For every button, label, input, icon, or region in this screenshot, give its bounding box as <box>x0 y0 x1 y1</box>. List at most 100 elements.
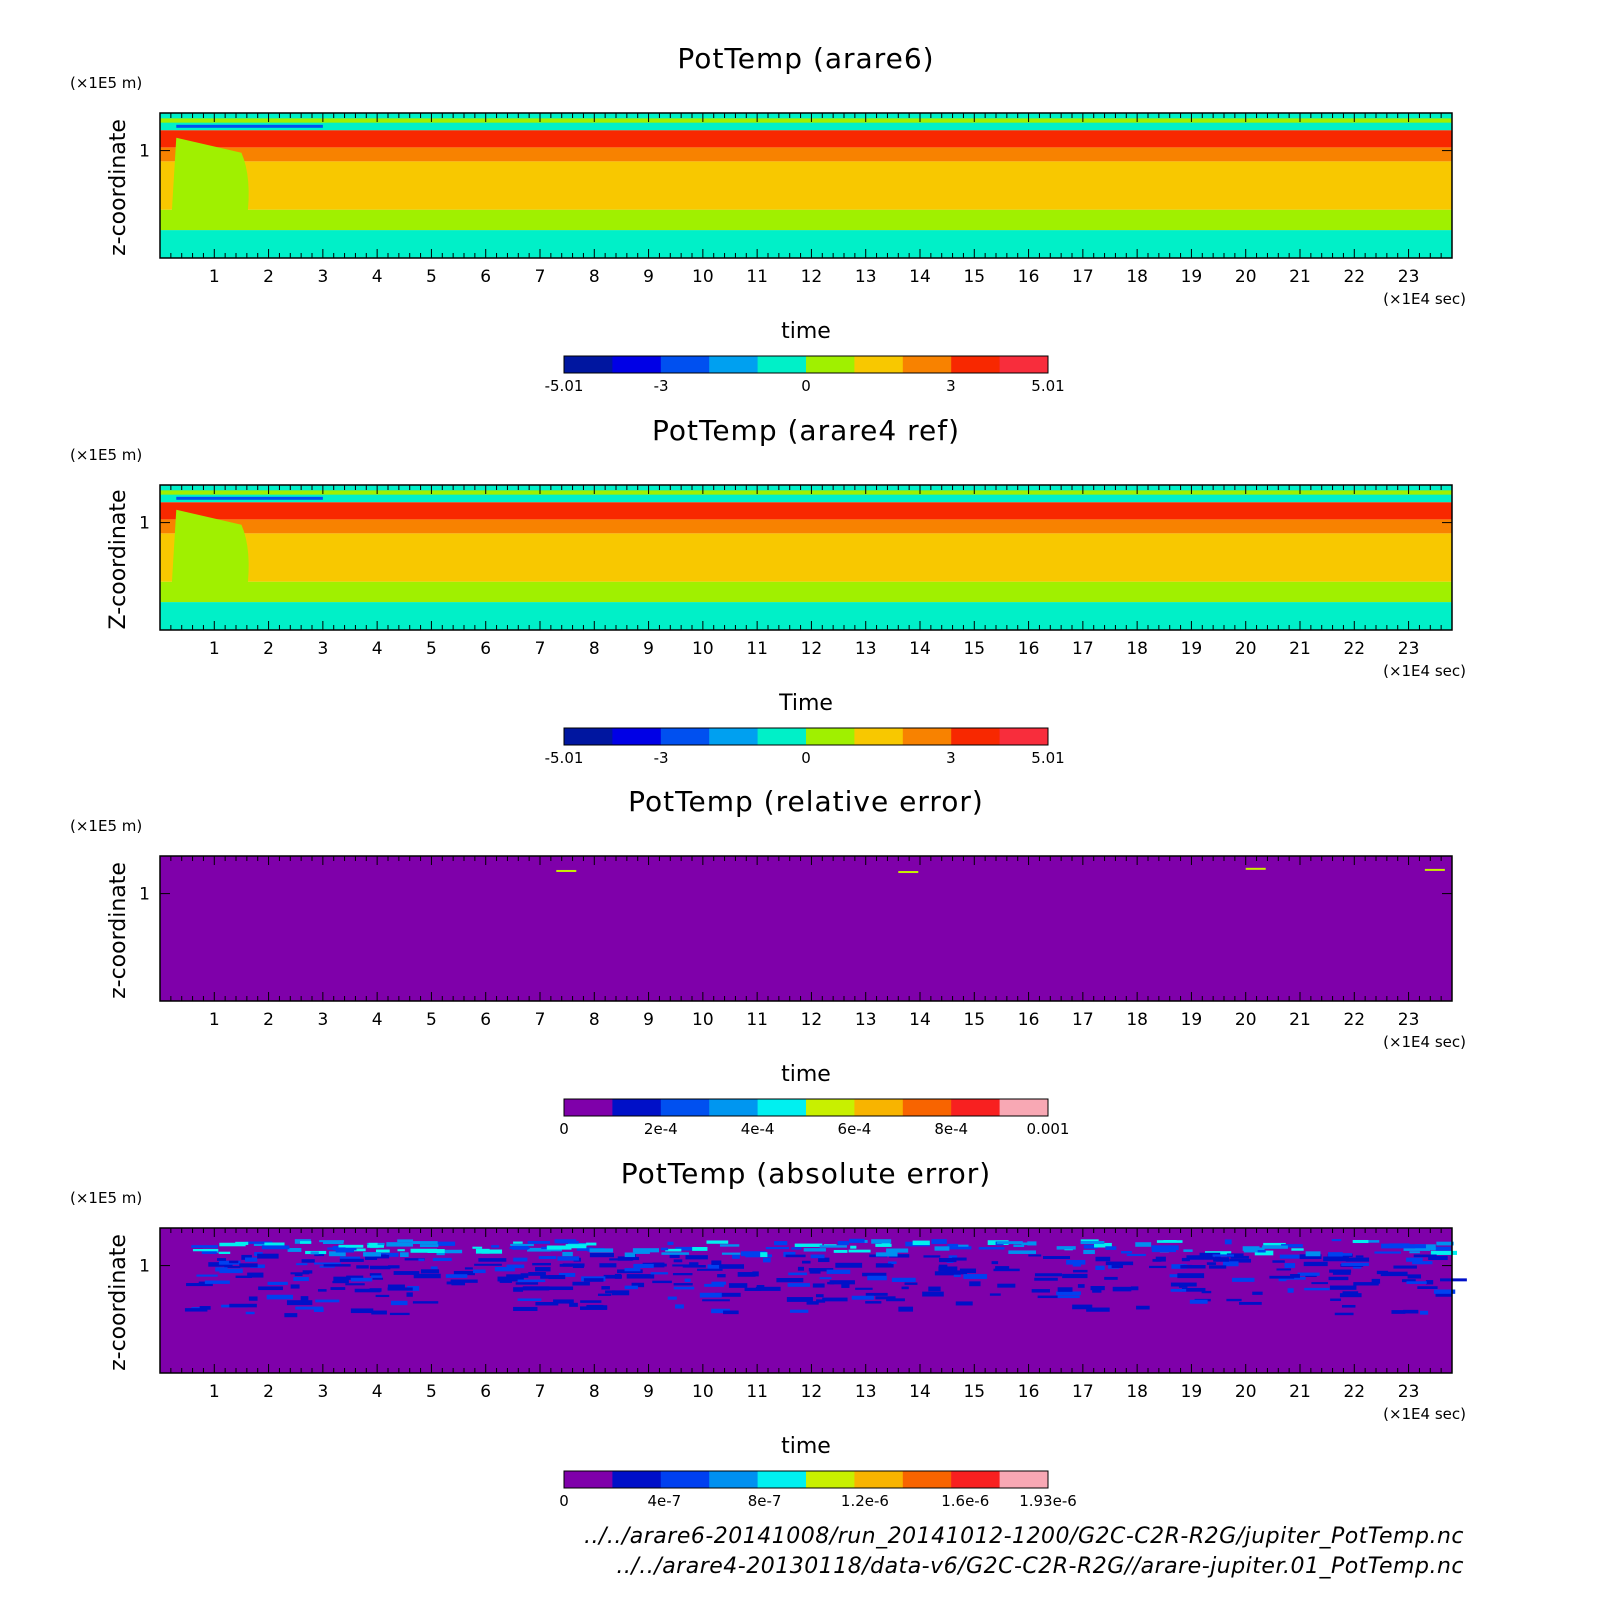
error-patch <box>816 1299 826 1303</box>
error-patch <box>794 1243 823 1247</box>
field-band <box>160 209 1452 231</box>
error-patch <box>886 1298 905 1302</box>
error-patch <box>1272 1260 1285 1263</box>
error-patch <box>609 1258 634 1261</box>
x-tick-label: 13 <box>855 639 877 659</box>
x-tick-label: 23 <box>1398 1382 1420 1402</box>
error-patch <box>356 1265 369 1269</box>
panel-4: PotTemp (absolute error) (×1E5 m) z-coordi… <box>70 1157 1467 1510</box>
error-patch <box>1412 1261 1433 1265</box>
error-patch <box>1428 1255 1448 1261</box>
x-tick-label: 19 <box>1181 639 1203 659</box>
error-patch <box>427 1249 445 1253</box>
error-patch <box>898 1306 914 1312</box>
error-patch <box>719 1244 740 1247</box>
error-patch <box>301 1259 315 1263</box>
error-patch <box>1417 1286 1438 1289</box>
error-patch <box>589 1248 614 1253</box>
error-patch <box>235 1275 252 1278</box>
error-patch <box>928 1286 941 1292</box>
error-patch <box>419 1244 439 1248</box>
error-patch <box>1209 1265 1227 1269</box>
error-patch <box>322 1240 344 1245</box>
error-patch <box>538 1256 557 1260</box>
error-patch <box>1287 1288 1294 1293</box>
error-patch <box>1303 1261 1328 1267</box>
y-tick-label: 1 <box>139 142 150 162</box>
error-patch <box>1371 1278 1381 1284</box>
error-patch <box>509 1246 530 1250</box>
error-patch <box>1151 1245 1179 1251</box>
x-tick-label: 21 <box>1289 1010 1311 1030</box>
error-patch <box>1323 1256 1349 1262</box>
x-tick-label: 4 <box>372 1382 383 1402</box>
error-patch <box>848 1238 865 1243</box>
colorbar-swatch <box>564 356 613 373</box>
error-patch <box>887 1261 897 1264</box>
x-tick-label: 16 <box>1018 267 1040 287</box>
x-tick-label: 11 <box>746 1010 768 1030</box>
error-patch <box>215 1267 228 1272</box>
x-tick-label: 3 <box>317 639 328 659</box>
top-cold-streak <box>176 496 323 500</box>
error-patch <box>1364 1240 1380 1243</box>
error-patch <box>184 1308 208 1312</box>
error-patch <box>815 1294 824 1298</box>
error-patch <box>1440 1278 1467 1282</box>
error-patch <box>1104 1276 1118 1280</box>
error-patch <box>1226 1298 1242 1302</box>
error-patch <box>711 1281 727 1285</box>
error-patch <box>557 1256 579 1261</box>
error-patch <box>1151 1247 1176 1253</box>
error-patch <box>1180 1265 1206 1269</box>
error-patch <box>369 1265 391 1270</box>
error-patch <box>1297 1272 1320 1276</box>
y-unit-label: (×1E5 m) <box>70 74 142 92</box>
error-patch <box>875 1252 898 1257</box>
error-patch <box>1177 1273 1205 1279</box>
error-patch <box>319 1265 335 1268</box>
error-patch <box>1008 1250 1037 1254</box>
error-patch <box>721 1252 741 1255</box>
x-tick-label: 7 <box>535 1010 546 1030</box>
x-tick-label: 12 <box>801 1010 823 1030</box>
error-patch <box>699 1292 722 1298</box>
x-tick-label: 13 <box>855 267 877 287</box>
x-tick-label: 18 <box>1126 1010 1148 1030</box>
error-patch <box>673 1259 683 1263</box>
error-patch <box>706 1240 729 1244</box>
error-patch <box>953 1244 969 1247</box>
error-patch <box>1263 1242 1286 1246</box>
x-tick-label: 1 <box>209 1010 220 1030</box>
error-patch <box>1381 1243 1401 1249</box>
error-patch <box>258 1286 283 1291</box>
error-patch <box>1305 1251 1321 1257</box>
x-tick-label: 7 <box>535 639 546 659</box>
error-patch <box>1013 1244 1025 1248</box>
error-patch <box>245 1241 273 1244</box>
x-tick-label: 6 <box>480 639 491 659</box>
error-patch <box>1112 1286 1132 1292</box>
colorbar-tick-label: 8e-7 <box>748 1492 782 1510</box>
error-patch <box>617 1269 643 1274</box>
error-patch <box>978 1247 1005 1250</box>
error-patch <box>397 1249 405 1252</box>
colorbar-tick-label: 5.01 <box>1031 749 1064 767</box>
error-patch <box>315 1299 340 1303</box>
colorbar-swatch <box>806 728 855 745</box>
error-patch <box>791 1247 802 1250</box>
error-patch <box>1201 1290 1212 1294</box>
x-tick-label: 15 <box>963 1382 985 1402</box>
top-thin-band <box>160 118 1452 123</box>
error-patch <box>546 1245 572 1250</box>
error-patch <box>1352 1239 1369 1244</box>
colorbar-swatch <box>564 1099 613 1116</box>
x-tick-label: 2 <box>263 1382 274 1402</box>
error-patch <box>339 1256 361 1260</box>
error-patch <box>732 1254 740 1259</box>
y-axis-label: z-coordinate <box>106 1234 131 1371</box>
error-patch <box>1393 1265 1417 1269</box>
error-patch <box>1121 1251 1132 1254</box>
x-tick-label: 7 <box>535 1382 546 1402</box>
error-patch <box>1252 1291 1263 1295</box>
